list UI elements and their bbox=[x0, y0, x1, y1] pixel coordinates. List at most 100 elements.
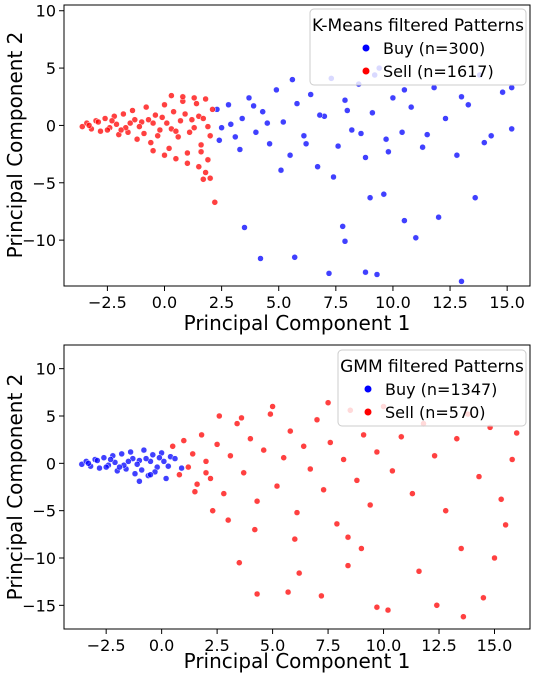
data-point-buy bbox=[252, 129, 260, 136]
data-point-sell bbox=[344, 562, 352, 569]
data-point-buy bbox=[116, 463, 123, 471]
data-point-sell bbox=[195, 163, 203, 170]
legend-box bbox=[309, 8, 527, 86]
data-point-buy bbox=[419, 143, 426, 151]
data-point-buy bbox=[465, 101, 472, 109]
data-point-sell bbox=[161, 151, 168, 159]
data-point-sell bbox=[324, 399, 332, 406]
x-tick-label: 10.0 bbox=[375, 293, 411, 312]
data-point-buy bbox=[389, 94, 397, 102]
data-point-sell bbox=[170, 108, 177, 115]
data-point-buy bbox=[453, 151, 461, 159]
data-point-sell bbox=[204, 156, 212, 164]
data-point-buy bbox=[481, 139, 488, 146]
data-point-sell bbox=[384, 606, 392, 614]
data-point-buy bbox=[401, 217, 408, 224]
data-point-buy bbox=[232, 133, 239, 141]
data-point-sell bbox=[216, 412, 223, 420]
data-point-sell bbox=[433, 602, 441, 609]
data-point-sell bbox=[320, 486, 327, 494]
data-point-sell bbox=[280, 454, 287, 461]
data-point-sell bbox=[176, 471, 183, 478]
data-point-buy bbox=[339, 223, 346, 230]
data-point-buy bbox=[140, 446, 148, 454]
data-point-buy bbox=[94, 457, 101, 464]
data-point-sell bbox=[251, 526, 259, 533]
data-point-sell bbox=[300, 443, 307, 450]
plot-points bbox=[79, 64, 515, 285]
data-point-sell bbox=[165, 145, 173, 152]
data-point-buy bbox=[499, 88, 506, 96]
data-point-buy bbox=[131, 470, 139, 477]
y-axis-label: Principal Component 2 bbox=[3, 32, 27, 259]
x-tick-label: 2.5 bbox=[209, 293, 234, 312]
data-point-buy bbox=[398, 129, 406, 136]
data-point-sell bbox=[287, 427, 294, 435]
data-point-sell bbox=[108, 117, 116, 125]
data-point-buy bbox=[125, 458, 132, 465]
data-point-sell bbox=[185, 463, 192, 471]
data-point-sell bbox=[169, 443, 176, 450]
data-point-sell bbox=[373, 448, 381, 456]
data-point-sell bbox=[513, 429, 520, 437]
data-point-buy bbox=[334, 142, 342, 150]
data-point-sell bbox=[133, 135, 141, 143]
legend-title: GMM filtered Patterns bbox=[340, 357, 524, 377]
data-point-sell bbox=[79, 123, 86, 130]
data-point-sell bbox=[152, 111, 159, 119]
data-point-buy bbox=[118, 450, 125, 458]
data-point-buy bbox=[423, 131, 431, 138]
data-point-sell bbox=[260, 446, 267, 454]
axis-ticks: −2.5 0.0 2.5 5.0 7.5 10.0 12.5 15.0 10 5 0 −5 −10 bbox=[22, 2, 525, 312]
data-point-sell bbox=[238, 414, 245, 422]
data-point-sell bbox=[172, 155, 180, 162]
data-point-sell bbox=[193, 100, 200, 107]
data-point-sell bbox=[186, 129, 193, 136]
data-point-sell bbox=[181, 110, 189, 118]
panel-kmeans: −2.5 0.0 2.5 5.0 7.5 10.0 12.5 15.0 10 5 0 −5 −10 Pr… bbox=[3, 2, 531, 335]
data-point-sell bbox=[202, 95, 209, 103]
data-point-sell bbox=[129, 107, 136, 114]
x-tick-label: −2.5 bbox=[88, 293, 127, 312]
data-point-buy bbox=[325, 270, 333, 277]
data-point-buy bbox=[136, 478, 143, 485]
data-point-buy bbox=[259, 108, 266, 115]
y-tick-label: 5 bbox=[46, 59, 56, 78]
data-point-buy bbox=[357, 130, 365, 137]
data-point-buy bbox=[341, 96, 349, 104]
data-point-sell bbox=[206, 132, 214, 140]
data-point-buy bbox=[380, 190, 388, 198]
x-tick-label: 5.0 bbox=[260, 636, 285, 655]
data-point-buy bbox=[102, 463, 110, 471]
legend: K-Means filtered Patterns Buy (n=300) Se… bbox=[309, 8, 527, 86]
data-point-buy bbox=[245, 94, 253, 102]
data-point-sell bbox=[154, 132, 161, 140]
data-point-sell bbox=[193, 480, 201, 488]
data-point-buy bbox=[241, 224, 248, 231]
data-point-buy bbox=[291, 254, 298, 261]
data-point-sell bbox=[156, 126, 164, 134]
data-point-sell bbox=[220, 490, 228, 497]
data-point-buy bbox=[238, 115, 246, 122]
legend: GMM filtered Patterns Buy (n=1347) Sell … bbox=[337, 349, 527, 427]
data-point-buy bbox=[401, 86, 408, 94]
data-point-sell bbox=[442, 507, 449, 514]
data-point-sell bbox=[101, 115, 109, 122]
data-point-buy bbox=[412, 234, 420, 242]
data-point-sell bbox=[366, 501, 374, 509]
data-point-buy bbox=[369, 109, 376, 117]
data-point-buy bbox=[487, 132, 495, 140]
data-point-sell bbox=[415, 568, 423, 575]
x-tick-label: −2.5 bbox=[87, 636, 126, 655]
data-point-sell bbox=[267, 410, 274, 418]
data-point-buy bbox=[385, 148, 392, 156]
data-point-sell bbox=[475, 473, 483, 480]
x-tick-label: 15.0 bbox=[489, 293, 525, 312]
legend-entry-sell: Sell (n=570) bbox=[385, 403, 486, 422]
x-axis-label: Principal Component 1 bbox=[184, 311, 411, 335]
data-point-buy bbox=[165, 462, 172, 470]
data-point-buy bbox=[266, 140, 273, 148]
data-point-sell bbox=[358, 545, 365, 552]
data-point-buy bbox=[300, 132, 308, 140]
